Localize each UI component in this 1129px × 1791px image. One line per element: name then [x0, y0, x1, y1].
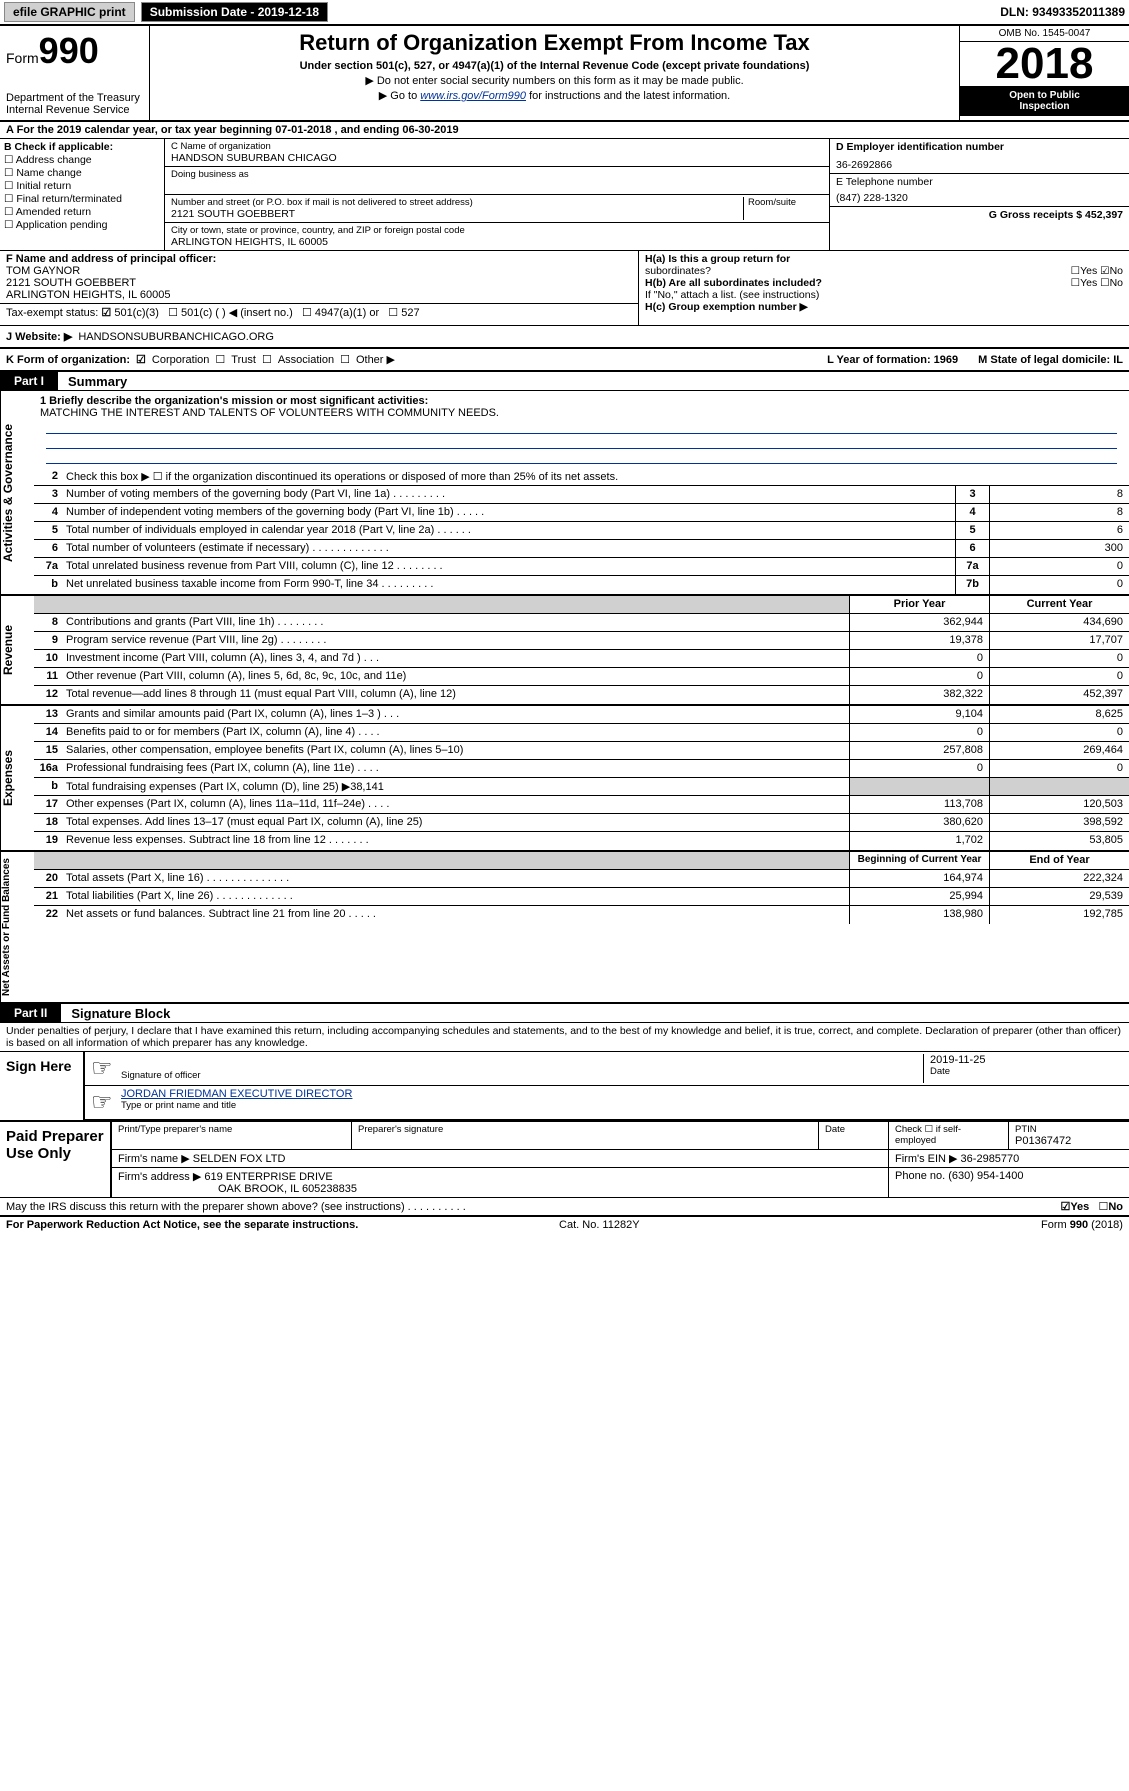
current-year-hdr: Current Year — [989, 596, 1129, 613]
footer-row: For Paperwork Reduction Act Notice, see … — [0, 1217, 1129, 1233]
line5-value: 6 — [989, 522, 1129, 539]
org-street: 2121 SOUTH GOEBBERT — [171, 208, 743, 220]
self-employed-check[interactable]: Check ☐ if self-employed — [889, 1122, 1009, 1149]
section-b: B Check if applicable: ☐ Address change … — [0, 139, 165, 250]
discuss-no[interactable]: ☐ — [1098, 1201, 1108, 1213]
hc-label: H(c) Group exemption number ▶ — [645, 301, 1123, 313]
ptin-value: P01367472 — [1015, 1135, 1123, 1147]
sig-officer-label: Signature of officer — [121, 1070, 923, 1081]
state-domicile: M State of legal domicile: IL — [978, 354, 1123, 366]
ha-label: H(a) Is this a group return for — [645, 253, 1123, 265]
note-link: ▶ Go to www.irs.gov/Form990 for instruct… — [158, 89, 951, 102]
check-initial-return[interactable]: ☐ Initial return — [4, 180, 160, 192]
website-row: J Website: ▶ HANDSONSUBURBANCHICAGO.ORG — [0, 326, 1129, 349]
dba-label: Doing business as — [171, 169, 823, 180]
note-ssn: ▶ Do not enter social security numbers o… — [158, 74, 951, 87]
check-amended[interactable]: ☐ Amended return — [4, 206, 160, 218]
attach-note: If "No," attach a list. (see instruction… — [645, 289, 1123, 301]
discuss-row: May the IRS discuss this return with the… — [0, 1198, 1129, 1217]
discuss-yes[interactable]: ☑ — [1060, 1201, 1070, 1213]
line6-value: 300 — [989, 540, 1129, 557]
open-public-badge: Open to Public Inspection — [960, 86, 1129, 116]
check-address-change[interactable]: ☐ Address change — [4, 154, 160, 166]
mission-text: MATCHING THE INTEREST AND TALENTS OF VOL… — [40, 407, 499, 419]
row-a-tax-year: A For the 2019 calendar year, or tax yea… — [0, 122, 1129, 139]
firm-phone: Phone no. (630) 954-1400 — [889, 1168, 1129, 1197]
form-header: Form990 Department of the Treasury Inter… — [0, 26, 1129, 122]
dln-label: DLN: 93493352011389 — [1000, 5, 1125, 19]
form-title: Return of Organization Exempt From Incom… — [158, 30, 951, 56]
k-org-row: K Form of organization: ☑ Corporation ☐ … — [0, 349, 1129, 372]
check-501c3[interactable]: ☑ — [101, 307, 111, 319]
tax-exempt-label: Tax-exempt status: — [6, 307, 98, 319]
section-c: C Name of organization HANDSON SUBURBAN … — [165, 139, 829, 250]
part1-header: Part I Summary — [0, 372, 1129, 391]
officer-street: 2121 SOUTH GOEBBERT — [6, 277, 632, 289]
officer-name: TOM GAYNOR — [6, 265, 632, 277]
officer-group-block: F Name and address of principal officer:… — [0, 251, 1129, 326]
line2-desc: Check this box ▶ ☐ if the organization d… — [62, 468, 1129, 485]
check-corporation[interactable]: ☑ — [136, 353, 146, 366]
form-subtitle: Under section 501(c), 527, or 4947(a)(1)… — [158, 60, 951, 72]
officer-name-title[interactable]: JORDAN FRIEDMAN EXECUTIVE DIRECTOR — [121, 1088, 352, 1100]
sign-date: 2019-11-25 — [930, 1054, 1123, 1066]
paid-preparer-block: Paid Preparer Use Only Print/Type prepar… — [0, 1122, 1129, 1198]
governance-section: Activities & Governance 1 Briefly descri… — [0, 391, 1129, 596]
prior-year-hdr: Prior Year — [849, 596, 989, 613]
line7b-value: 0 — [989, 576, 1129, 594]
firm-name: SELDEN FOX LTD — [193, 1153, 286, 1165]
line3-value: 8 — [989, 486, 1129, 503]
sign-here-block: Sign Here ☞ Signature of officer 2019-11… — [0, 1052, 1129, 1122]
check-final-return[interactable]: ☐ Final return/terminated — [4, 193, 160, 205]
officer-city: ARLINGTON HEIGHTS, IL 60005 — [6, 289, 632, 301]
irs-label: Internal Revenue Service — [6, 104, 143, 116]
website-value: HANDSONSUBURBANCHICAGO.ORG — [78, 331, 274, 343]
line4-value: 8 — [989, 504, 1129, 521]
ein-value: 36-2692866 — [836, 159, 1123, 171]
room-suite-label: Room/suite — [748, 197, 823, 208]
year-formation: L Year of formation: 1969 — [827, 354, 958, 366]
irs-link[interactable]: www.irs.gov/Form990 — [420, 90, 526, 102]
check-app-pending[interactable]: ☐ Application pending — [4, 219, 160, 231]
phone-value: (847) 228-1320 — [836, 192, 1123, 204]
mission-label: 1 Briefly describe the organization's mi… — [40, 395, 428, 407]
expenses-section: Expenses 13Grants and similar amounts pa… — [0, 706, 1129, 852]
tax-year: 2018 — [960, 42, 1129, 86]
declaration-text: Under penalties of perjury, I declare th… — [0, 1023, 1129, 1052]
firm-address: 619 ENTERPRISE DRIVE — [204, 1171, 332, 1183]
netassets-section: Net Assets or Fund Balances Beginning of… — [0, 852, 1129, 1004]
cat-no: Cat. No. 11282Y — [559, 1219, 640, 1231]
org-city: ARLINGTON HEIGHTS, IL 60005 — [171, 236, 823, 248]
part2-header: Part II Signature Block — [0, 1004, 1129, 1023]
form-ref: Form 990 (2018) — [1041, 1219, 1123, 1231]
section-f-label: F Name and address of principal officer: — [6, 253, 632, 265]
paperwork-notice: For Paperwork Reduction Act Notice, see … — [6, 1219, 358, 1231]
dept-label: Department of the Treasury — [6, 92, 143, 104]
identity-block: B Check if applicable: ☐ Address change … — [0, 139, 1129, 251]
efile-button[interactable]: efile GRAPHIC print — [4, 2, 135, 22]
line7a-value: 0 — [989, 558, 1129, 575]
top-bar: efile GRAPHIC print Submission Date - 20… — [0, 0, 1129, 26]
gross-receipts: G Gross receipts $ 452,397 — [989, 209, 1123, 221]
revenue-section: Revenue Prior YearCurrent Year 8Contribu… — [0, 596, 1129, 706]
form-number: Form990 — [6, 30, 143, 72]
submission-date-button[interactable]: Submission Date - 2019-12-18 — [141, 2, 328, 22]
check-name-change[interactable]: ☐ Name change — [4, 167, 160, 179]
firm-ein: Firm's EIN ▶ 36-2985770 — [889, 1150, 1129, 1167]
section-d: D Employer identification number 36-2692… — [829, 139, 1129, 250]
org-name: HANDSON SUBURBAN CHICAGO — [171, 152, 823, 164]
